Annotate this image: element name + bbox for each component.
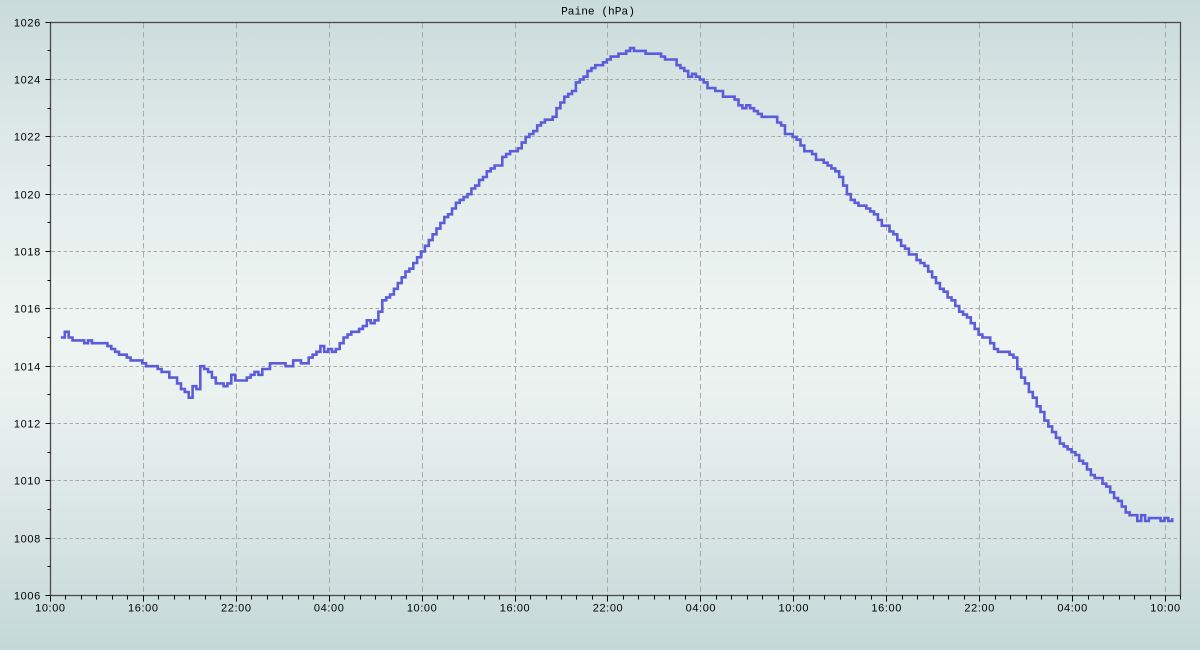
svg-text:1022: 1022 xyxy=(14,131,41,143)
svg-text:16:00: 16:00 xyxy=(871,603,902,615)
svg-text:10:00: 10:00 xyxy=(35,603,66,615)
svg-text:04:00: 04:00 xyxy=(314,603,345,615)
svg-text:10:00: 10:00 xyxy=(407,603,438,615)
svg-text:1012: 1012 xyxy=(14,418,41,430)
svg-text:04:00: 04:00 xyxy=(686,603,717,615)
svg-text:1016: 1016 xyxy=(14,303,41,315)
svg-text:1024: 1024 xyxy=(14,74,41,86)
svg-text:22:00: 22:00 xyxy=(593,603,624,615)
svg-text:10:00: 10:00 xyxy=(1150,603,1181,615)
svg-text:Paine (hPa): Paine (hPa) xyxy=(561,7,635,19)
svg-text:1006: 1006 xyxy=(14,590,41,602)
svg-text:1014: 1014 xyxy=(14,361,41,373)
svg-text:1026: 1026 xyxy=(14,17,41,29)
svg-text:1008: 1008 xyxy=(14,533,41,545)
svg-text:16:00: 16:00 xyxy=(128,603,159,615)
svg-text:10:00: 10:00 xyxy=(779,603,810,615)
svg-text:16:00: 16:00 xyxy=(500,603,531,615)
svg-text:1018: 1018 xyxy=(14,246,41,258)
svg-text:04:00: 04:00 xyxy=(1057,603,1088,615)
svg-text:22:00: 22:00 xyxy=(964,603,995,615)
svg-text:1010: 1010 xyxy=(14,475,41,487)
svg-text:1020: 1020 xyxy=(14,189,41,201)
svg-text:22:00: 22:00 xyxy=(221,603,252,615)
